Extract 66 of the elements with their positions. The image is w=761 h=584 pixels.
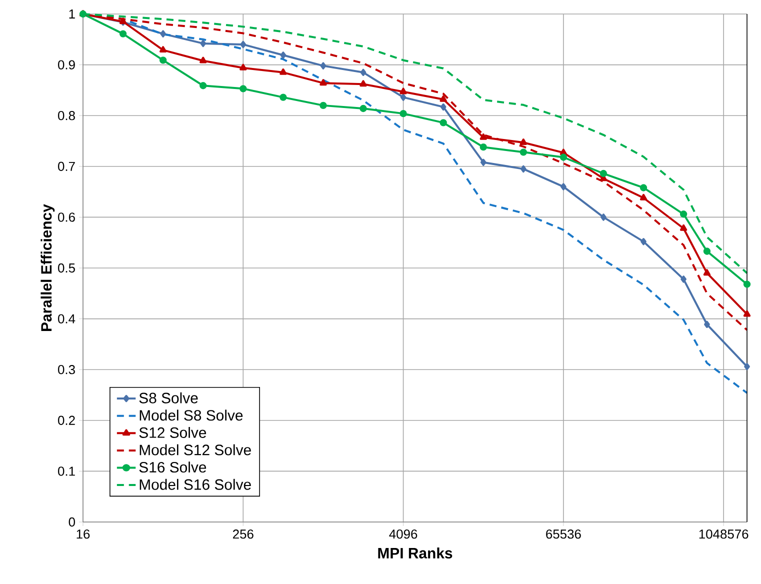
point xyxy=(280,94,287,101)
legend-label: S8 Solve xyxy=(139,392,198,404)
point xyxy=(640,194,648,200)
y-tick-label: 0.1 xyxy=(58,466,75,476)
point xyxy=(400,110,407,118)
point xyxy=(480,144,487,151)
point xyxy=(440,119,447,126)
point xyxy=(600,214,606,221)
point xyxy=(360,104,367,112)
point xyxy=(400,94,406,101)
point xyxy=(560,183,566,190)
point xyxy=(560,154,568,161)
y-tick-label: 0.2 xyxy=(58,416,75,425)
legend-label: S12 Solve xyxy=(139,426,206,438)
point xyxy=(160,30,166,38)
point xyxy=(159,46,167,53)
x-tick-label: 65536 xyxy=(546,530,581,539)
point xyxy=(600,170,608,178)
point xyxy=(680,276,686,283)
point xyxy=(440,95,447,102)
point xyxy=(360,80,367,87)
point xyxy=(280,68,287,75)
point xyxy=(240,64,247,70)
y-tick-label: 1 xyxy=(69,10,75,18)
x-axis-title: MPI Ranks xyxy=(378,548,452,558)
point xyxy=(200,82,207,90)
y-tick-label: 0 xyxy=(68,517,76,527)
point xyxy=(280,52,286,59)
legend-label: S16 Solve xyxy=(139,462,206,473)
point xyxy=(640,184,648,192)
point xyxy=(640,238,646,246)
x-tick-label: 4096 xyxy=(389,530,418,539)
y-tick-label: 0.3 xyxy=(58,365,75,374)
point xyxy=(680,210,688,218)
point xyxy=(680,224,688,231)
x-tick-label: 256 xyxy=(233,530,254,539)
y-tick-label: 0.4 xyxy=(58,314,76,324)
legend-label: Model S12 Solve xyxy=(140,444,251,456)
y-tick-label: 0.8 xyxy=(58,111,75,120)
y-tick-label: 0.5 xyxy=(58,263,75,273)
point xyxy=(320,62,326,70)
point xyxy=(520,148,527,156)
point xyxy=(520,165,526,173)
legend-label: Model S16 Solve xyxy=(140,478,251,490)
point xyxy=(560,148,568,156)
point xyxy=(480,133,487,140)
point xyxy=(480,158,486,166)
point xyxy=(240,85,247,92)
point xyxy=(200,56,207,64)
legend-label: Model S8 Solve xyxy=(140,410,243,421)
y-tick-label: 0.6 xyxy=(58,212,75,222)
point xyxy=(200,40,206,48)
y-tick-label: 0.9 xyxy=(58,60,75,70)
point xyxy=(240,40,246,48)
point xyxy=(320,102,327,110)
point xyxy=(520,138,527,146)
y-axis-title: Parallel Efficiency xyxy=(40,204,55,331)
point xyxy=(440,103,446,111)
point xyxy=(400,88,407,94)
point xyxy=(320,79,327,86)
point xyxy=(119,30,127,38)
point xyxy=(360,68,366,76)
y-tick-label: 0.7 xyxy=(58,162,75,171)
x-tick-label: 16 xyxy=(76,530,90,539)
point xyxy=(159,56,167,64)
x-tick-label: 1048576 xyxy=(699,530,748,539)
